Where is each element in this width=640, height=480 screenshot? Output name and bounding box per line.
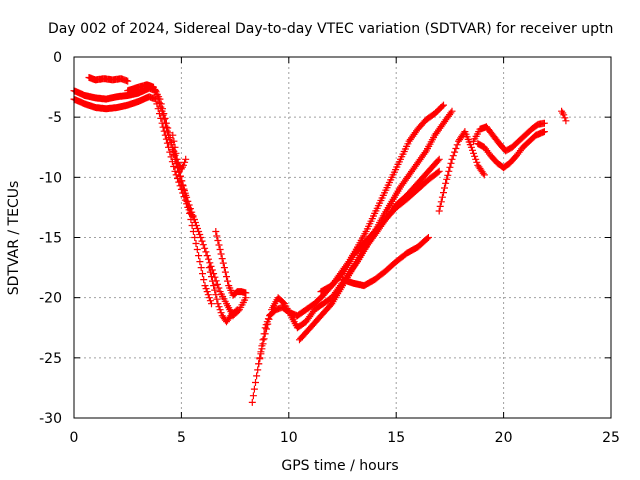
data-series-arc-7 <box>205 264 241 326</box>
x-axis-label: GPS time / hours <box>281 458 398 474</box>
data-series-arc-13 <box>435 128 488 215</box>
y-tick-label: -25 <box>39 351 62 367</box>
grid <box>74 57 611 418</box>
axis-ticks: 0 5 10 15 20 25 0 -5 -10 -15 -20 -25 -30 <box>39 50 620 446</box>
data-series-arc-12 <box>317 167 443 296</box>
data-series-arc-1 <box>85 74 132 85</box>
data-series-arc-8 <box>248 101 447 406</box>
data-series-arc-2 <box>70 84 250 320</box>
data-points <box>70 74 570 406</box>
y-tick-label: -15 <box>39 231 62 247</box>
y-tick-label: -20 <box>39 291 62 307</box>
data-series-arc-5 <box>169 131 190 173</box>
data-series-arc-4 <box>124 81 215 308</box>
data-series-arc-3 <box>70 93 198 223</box>
x-tick-label: 5 <box>177 430 186 446</box>
data-series-arc-15 <box>474 128 548 172</box>
x-tick-label: 0 <box>70 430 79 446</box>
data-series-arc-11 <box>339 234 432 290</box>
x-tick-label: 15 <box>387 430 405 446</box>
y-tick-label: -5 <box>48 110 62 126</box>
data-series-arc-14 <box>470 119 548 155</box>
y-tick-label: -30 <box>39 411 62 427</box>
x-tick-label: 20 <box>495 430 513 446</box>
y-tick-label: 0 <box>53 50 62 66</box>
data-series-arc-6 <box>212 228 250 299</box>
y-tick-label: -10 <box>39 170 62 186</box>
x-tick-label: 10 <box>280 430 298 446</box>
x-tick-label: 25 <box>602 430 620 446</box>
y-axis-label: SDTVAR / TECUs <box>6 181 22 296</box>
chart-title: Day 002 of 2024, Sidereal Day-to-day VTE… <box>48 21 613 37</box>
data-series-arc-16 <box>558 107 570 125</box>
